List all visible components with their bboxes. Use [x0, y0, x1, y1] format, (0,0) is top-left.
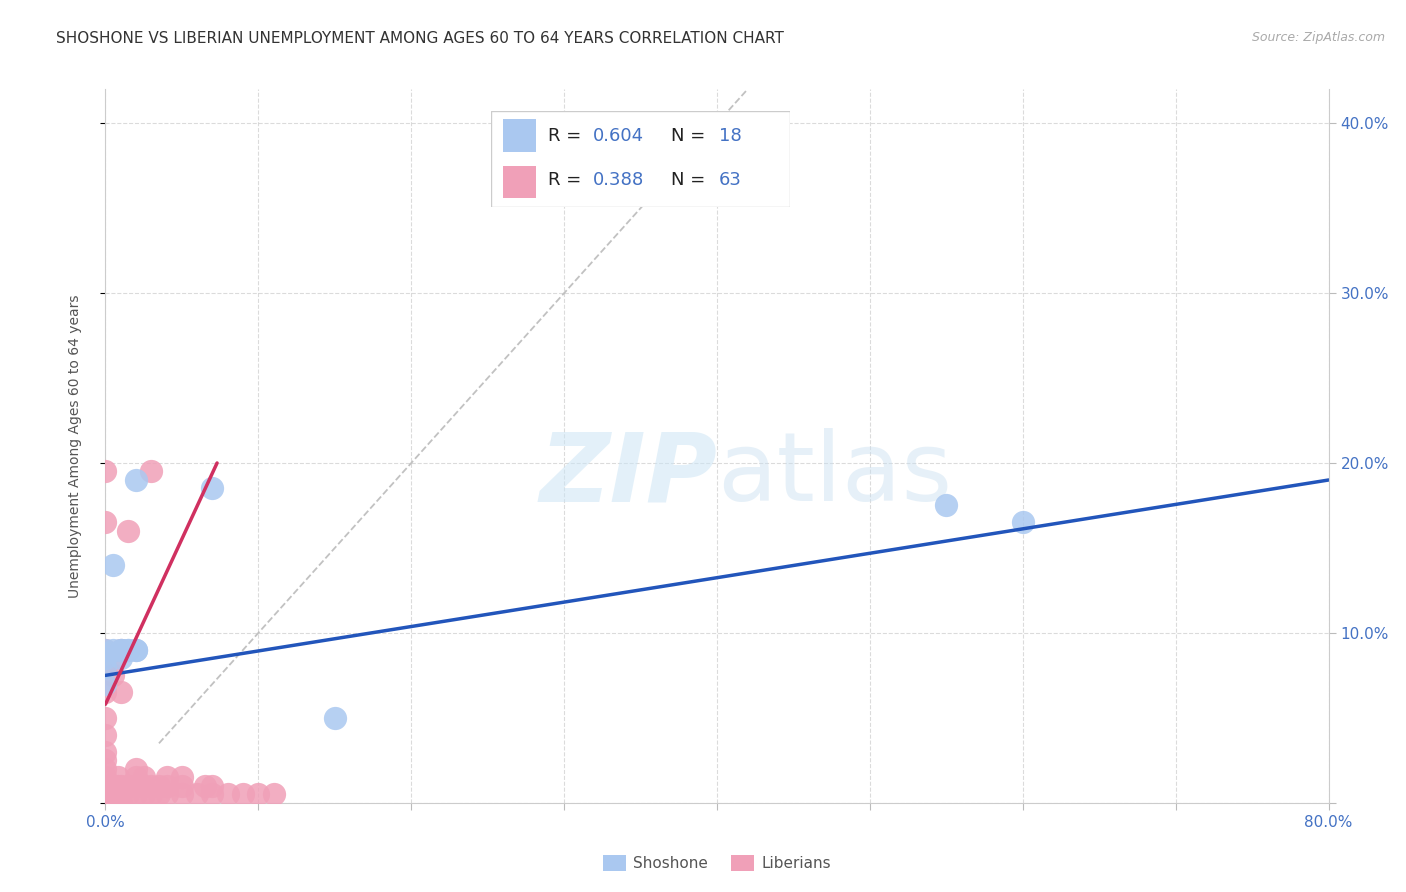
Point	[94, 711, 117, 725]
Point	[110, 643, 132, 657]
Point	[94, 745, 117, 759]
Point	[117, 524, 139, 538]
Point	[132, 770, 155, 784]
Point	[94, 787, 117, 801]
Legend: Shoshone, Liberians: Shoshone, Liberians	[596, 849, 838, 877]
Point	[94, 516, 117, 530]
Point	[247, 787, 270, 801]
Point	[94, 787, 117, 801]
Point	[148, 787, 170, 801]
Point	[201, 779, 224, 793]
Point	[170, 787, 193, 801]
Point	[1011, 516, 1033, 530]
Point	[94, 796, 117, 810]
Point	[125, 643, 148, 657]
Point	[94, 677, 117, 691]
Point	[132, 779, 155, 793]
Y-axis label: Unemployment Among Ages 60 to 64 years: Unemployment Among Ages 60 to 64 years	[67, 294, 82, 598]
Point	[101, 787, 124, 801]
Point	[170, 779, 193, 793]
Point	[186, 787, 208, 801]
Point	[117, 643, 139, 657]
Point	[110, 643, 132, 657]
Point	[141, 787, 163, 801]
Point	[132, 787, 155, 801]
Point	[107, 770, 129, 784]
Point	[101, 558, 124, 572]
Point	[94, 796, 117, 810]
Point	[94, 787, 117, 801]
Point	[232, 787, 254, 801]
Point	[155, 787, 177, 801]
Point	[94, 779, 117, 793]
Point	[94, 796, 117, 810]
Point	[101, 779, 124, 793]
Point	[94, 770, 117, 784]
Point	[110, 651, 132, 665]
Point	[141, 465, 163, 479]
Point	[170, 770, 193, 784]
Point	[94, 796, 117, 810]
Point	[110, 685, 132, 699]
Point	[117, 787, 139, 801]
Point	[94, 660, 117, 674]
Text: Source: ZipAtlas.com: Source: ZipAtlas.com	[1251, 31, 1385, 45]
Point	[263, 787, 285, 801]
Point	[101, 643, 124, 657]
Point	[194, 779, 217, 793]
Point	[201, 482, 224, 496]
Point	[101, 651, 124, 665]
Point	[94, 651, 117, 665]
Point	[125, 779, 148, 793]
Point	[125, 762, 148, 776]
Point	[323, 711, 346, 725]
Point	[125, 473, 148, 487]
Point	[94, 796, 117, 810]
Point	[155, 770, 177, 784]
Point	[125, 770, 148, 784]
Text: ZIP: ZIP	[538, 428, 717, 521]
Point	[94, 728, 117, 742]
Point	[110, 796, 132, 810]
Point	[148, 779, 170, 793]
Point	[94, 643, 117, 657]
Point	[94, 796, 117, 810]
Text: atlas: atlas	[717, 428, 952, 521]
Point	[94, 779, 117, 793]
Point	[94, 685, 117, 699]
Point	[217, 787, 239, 801]
Point	[101, 668, 124, 682]
Point	[94, 643, 117, 657]
Point	[155, 779, 177, 793]
Point	[117, 779, 139, 793]
Point	[94, 465, 117, 479]
Text: SHOSHONE VS LIBERIAN UNEMPLOYMENT AMONG AGES 60 TO 64 YEARS CORRELATION CHART: SHOSHONE VS LIBERIAN UNEMPLOYMENT AMONG …	[56, 31, 785, 46]
Point	[94, 762, 117, 776]
Point	[110, 643, 132, 657]
Point	[935, 499, 957, 513]
Point	[94, 660, 117, 674]
Point	[101, 796, 124, 810]
Point	[125, 787, 148, 801]
Point	[201, 787, 224, 801]
Point	[110, 779, 132, 793]
Point	[125, 643, 148, 657]
Point	[141, 779, 163, 793]
Point	[117, 643, 139, 657]
Point	[94, 753, 117, 767]
Point	[107, 779, 129, 793]
Point	[110, 787, 132, 801]
